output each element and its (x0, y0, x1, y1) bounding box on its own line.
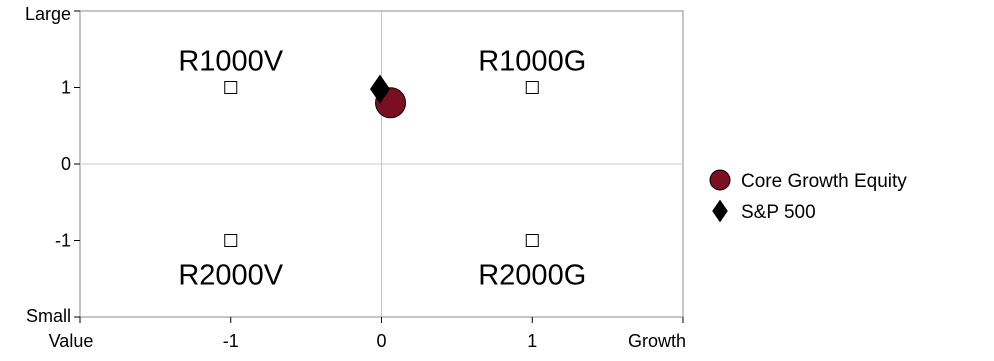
data-points (370, 74, 407, 119)
legend-label: Core Growth Equity (741, 171, 907, 192)
y-tick-label: 1 (61, 78, 71, 98)
quadrant-label: R1000G (478, 46, 586, 78)
benchmark-marker (525, 81, 539, 94)
x-tick-label: -1 (223, 331, 239, 351)
y-tick-label: Small (26, 306, 71, 326)
x-tick-label: Growth (628, 331, 686, 351)
x-tick-label: Value (49, 331, 94, 351)
quadrant-label: R1000V (178, 46, 283, 78)
x-tick-label: 1 (527, 331, 537, 351)
quadrant-benchmarks: R1000V R1000G R2000V R2000G (178, 46, 586, 292)
y-tick-label: Large (25, 4, 71, 24)
legend-marker-core-growth-equity (709, 169, 731, 191)
quadrant-label: R2000G (478, 260, 586, 292)
y-tick-label: 0 (61, 154, 71, 174)
point-sp-500 (370, 74, 390, 104)
legend: Core Growth Equity S&P 500 (709, 169, 907, 223)
benchmark-marker (224, 234, 238, 247)
legend-label: S&P 500 (741, 202, 816, 223)
x-tick-label: 0 (376, 331, 386, 351)
y-tick-label: -1 (55, 231, 71, 251)
quadrant-label: R2000V (178, 260, 283, 292)
zero-lines (80, 11, 683, 317)
axes: Large 1 0 -1 Small Value -1 0 1 Growth (25, 4, 686, 351)
benchmark-marker (224, 81, 238, 94)
benchmark-marker (525, 234, 539, 247)
legend-marker-sp-500 (712, 199, 728, 223)
